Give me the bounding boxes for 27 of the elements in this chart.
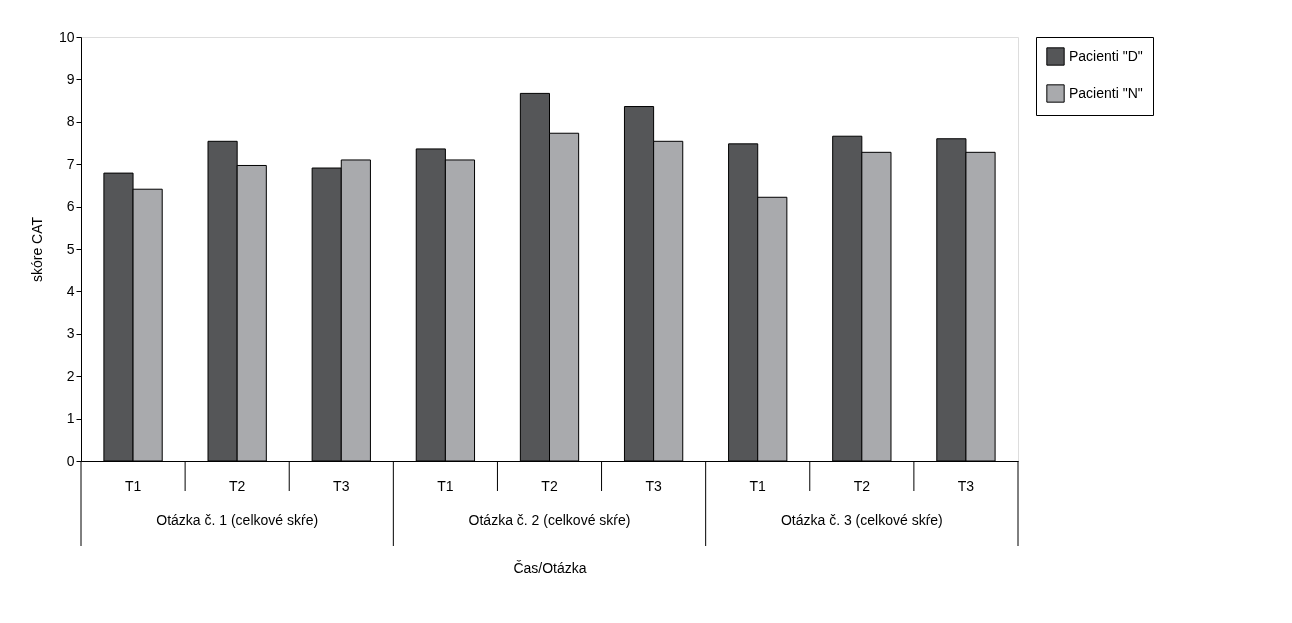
y-tick-label: 7 — [66, 155, 75, 172]
y-tick-label: 6 — [66, 198, 75, 215]
text: Otázka č. 2 (celkové skŕe) — [468, 512, 631, 528]
x-tick-label: T2 — [541, 477, 558, 494]
y-tick-label: 9 — [66, 70, 75, 87]
x-tick-label: T3 — [333, 477, 350, 494]
x-tick-label: T1 — [749, 477, 767, 494]
x-tick-label: T3 — [645, 477, 662, 494]
x-tick-label: T1 — [437, 477, 454, 494]
x-tick-label: T2 — [228, 477, 246, 494]
y-tick-label: 2 — [66, 367, 75, 384]
y-tick-label: 8 — [66, 113, 75, 130]
x-tick-label: T3 — [957, 477, 975, 494]
y-tick-label: 10 — [58, 28, 75, 45]
x-tick-label: T1 — [124, 477, 142, 494]
y-tick-label: 1 — [66, 410, 75, 427]
legend-label: Pacienti "N" — [1069, 84, 1143, 101]
y-tick-label: 3 — [66, 325, 75, 342]
y-axis-title: skóre CAT — [28, 216, 45, 283]
x-tick-label: T2 — [853, 477, 871, 494]
y-tick-label: 4 — [66, 282, 75, 299]
y-tick-label: 0 — [66, 452, 75, 469]
legend-label: Pacienti "D" — [1069, 47, 1143, 64]
y-tick-label: 5 — [66, 240, 75, 257]
text: Otázka č. 1 (celkové skŕe) — [156, 512, 319, 528]
text: Otázka č. 3 (celkové skŕe) — [780, 512, 943, 528]
x-axis-title: Čas/Otázka — [513, 559, 587, 576]
